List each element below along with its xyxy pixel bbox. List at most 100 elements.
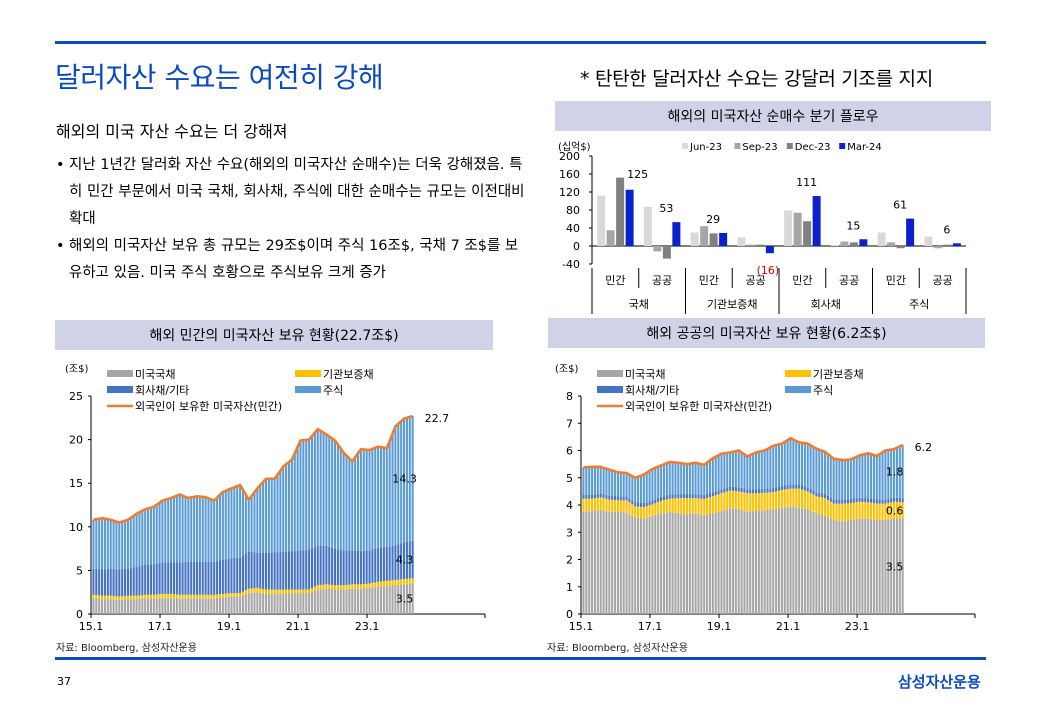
bar-agency bbox=[757, 493, 760, 511]
bar-corporate bbox=[112, 568, 115, 596]
bar-corporate bbox=[674, 494, 677, 499]
bar-equity bbox=[769, 447, 772, 489]
bar-agency bbox=[671, 498, 674, 513]
bar-corporate bbox=[230, 558, 233, 594]
bar-corporate bbox=[864, 498, 867, 503]
bar-agency bbox=[276, 589, 279, 594]
bar-treasury bbox=[158, 598, 161, 614]
bar-agency bbox=[391, 580, 394, 586]
bar-equity bbox=[239, 484, 242, 558]
data-label: 125 bbox=[627, 168, 648, 181]
total-line bbox=[583, 436, 904, 480]
category-label: 공공 bbox=[746, 274, 766, 287]
y-tick-label: 6 bbox=[566, 445, 573, 458]
bar-corporate bbox=[368, 550, 371, 584]
bar-agency bbox=[155, 594, 158, 599]
bar-equity bbox=[887, 450, 890, 499]
bar-equity bbox=[336, 444, 339, 550]
bar-equity bbox=[648, 470, 651, 502]
bar-agency bbox=[898, 502, 901, 519]
bar-treasury bbox=[763, 510, 766, 614]
bar-corporate bbox=[207, 561, 210, 595]
bar-agency bbox=[316, 585, 319, 590]
bar-corporate bbox=[821, 493, 824, 498]
bar-equity bbox=[345, 455, 348, 551]
bar-treasury bbox=[890, 519, 893, 614]
bar-agency bbox=[852, 502, 855, 520]
bar-agency bbox=[775, 491, 778, 509]
bar-equity bbox=[737, 450, 740, 488]
legend-swatch bbox=[295, 386, 321, 393]
end-label-corporate: 4.3 bbox=[396, 554, 414, 567]
bar-corporate bbox=[786, 485, 789, 490]
bar-corporate bbox=[285, 551, 288, 590]
bar-corporate bbox=[717, 490, 720, 495]
end-label-total: 22.7 bbox=[425, 412, 450, 425]
bar-treasury bbox=[823, 515, 827, 614]
bar-agency bbox=[651, 504, 654, 516]
bar-corporate bbox=[170, 562, 173, 594]
bar-corporate bbox=[809, 488, 812, 494]
bar-treasury bbox=[405, 584, 408, 614]
bar-corporate bbox=[706, 494, 709, 499]
bar-treasury bbox=[218, 597, 222, 614]
bar-treasury bbox=[138, 598, 141, 614]
bar-treasury bbox=[737, 509, 740, 614]
x-tick-label: 17.1 bbox=[638, 620, 663, 633]
bar-treasury bbox=[841, 521, 844, 614]
bar-agency bbox=[259, 588, 262, 593]
bar-agency bbox=[708, 497, 712, 514]
bar-treasury bbox=[869, 519, 873, 614]
y-tick-label: 1 bbox=[566, 581, 573, 594]
bar-corporate bbox=[593, 494, 596, 499]
bar-agency bbox=[336, 585, 339, 590]
bar-equity bbox=[700, 464, 703, 495]
bar-agency bbox=[726, 491, 729, 510]
bar-equity bbox=[691, 463, 694, 495]
bar-mar-24 bbox=[859, 239, 868, 246]
bar-corporate bbox=[844, 499, 847, 504]
bar-equity bbox=[708, 460, 712, 494]
bar-treasury bbox=[723, 510, 726, 614]
bar-treasury bbox=[95, 598, 98, 614]
bar-agency bbox=[737, 491, 740, 510]
bar-corporate bbox=[267, 552, 270, 590]
bar-agency bbox=[769, 492, 772, 510]
bar-equity bbox=[282, 466, 285, 553]
x-tick-label: 15.1 bbox=[79, 620, 104, 633]
bar-agency bbox=[126, 595, 129, 600]
bar-jun-23 bbox=[784, 210, 793, 246]
bar-agency bbox=[296, 589, 299, 594]
private-holdings-chart: 0 5 10 15 20 25 (조$) 15.1 17.1 19.1 21.1 23.1 22.7 3.… bbox=[65, 364, 486, 633]
bar-treasury bbox=[325, 588, 328, 614]
bar-corporate bbox=[325, 545, 328, 585]
bar-treasury bbox=[388, 585, 391, 614]
bar-corporate bbox=[141, 565, 144, 596]
bar-equity bbox=[172, 496, 175, 563]
bar-agency bbox=[302, 589, 305, 594]
bar-corporate bbox=[665, 495, 668, 500]
bar-corporate bbox=[878, 499, 881, 504]
bar-corporate bbox=[213, 561, 216, 595]
bar-corporate bbox=[273, 552, 276, 590]
bar-equity bbox=[233, 487, 236, 558]
bar-agency bbox=[351, 584, 354, 589]
bar-agency bbox=[247, 588, 250, 594]
bar-treasury bbox=[749, 511, 752, 614]
bar-corporate bbox=[293, 550, 296, 590]
bar-dec-23 bbox=[896, 246, 905, 249]
bar-corporate bbox=[703, 494, 706, 500]
bar-corporate bbox=[118, 569, 121, 597]
bar-agency bbox=[144, 594, 147, 599]
bar-sep-23 bbox=[746, 244, 755, 246]
bar-agency bbox=[631, 504, 634, 516]
bar-agency bbox=[777, 490, 781, 509]
bar-corporate bbox=[158, 563, 161, 595]
bar-agency bbox=[377, 581, 380, 587]
legend-label: 회사채/기타 bbox=[135, 384, 189, 397]
bar-corporate bbox=[276, 552, 279, 590]
bar-equity bbox=[884, 450, 887, 500]
bar-treasury bbox=[374, 587, 377, 614]
bar-equity bbox=[806, 443, 809, 488]
bar-corporate bbox=[124, 568, 127, 596]
